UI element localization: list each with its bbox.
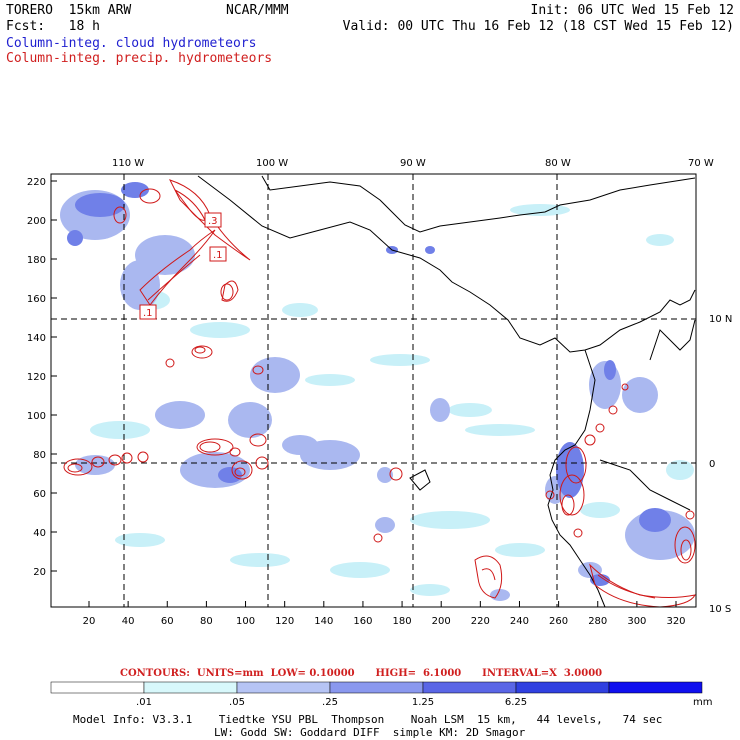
y-tick-label: 100	[27, 411, 46, 422]
y-tick-label: 180	[27, 255, 46, 266]
x-tick-label: 180	[393, 616, 412, 627]
box-label-1: .3	[208, 216, 218, 227]
x-tick-label: 280	[588, 616, 607, 627]
coastline	[197, 175, 696, 608]
x-tick-label: 300	[627, 616, 646, 627]
y-tick-label: 120	[27, 372, 46, 383]
lat-label-10s: 10 S	[709, 604, 731, 615]
colorbar-swatch	[329, 681, 424, 694]
colorbar-tick-label: .05	[229, 697, 245, 708]
x-tick-label: 80	[200, 616, 213, 627]
colorbar-tick-label: .25	[322, 697, 338, 708]
x-tick-label: 60	[161, 616, 174, 627]
colorbar-swatch	[50, 681, 145, 694]
lon-label-90w: 90 W	[400, 158, 426, 169]
y-tick-label: 220	[27, 177, 46, 188]
x-tick-label: 260	[549, 616, 568, 627]
colorbar-swatch	[422, 681, 517, 694]
colorbar-swatch	[608, 681, 703, 694]
lat-label-10n: 10 N	[709, 314, 732, 325]
x-tick-label: 220	[471, 616, 490, 627]
x-tick-label: 320	[666, 616, 685, 627]
valid-time: Valid: 00 UTC Thu 16 Feb 12 (18 CST Wed …	[342, 19, 734, 34]
lon-label-70w: 70 W	[688, 158, 714, 169]
box-label-2: .1	[213, 250, 223, 261]
contour-labels: .3 .1 .1	[139, 212, 227, 320]
lat-label-0: 0	[709, 459, 715, 470]
y-tick-label: 160	[27, 294, 46, 305]
cloud-shading	[60, 182, 695, 601]
map-figure: 110 W 100 W 90 W 80 W 70 W 10 N 0 10 S	[27, 158, 732, 627]
lon-label-100w: 100 W	[256, 158, 288, 169]
y-tick-label: 40	[33, 528, 46, 539]
colorbar-swatch	[143, 681, 238, 694]
x-tick-label: 160	[353, 616, 372, 627]
x-axis: 20 40 60 80 100 120 140 160 180 200 220 240 260 280 30…	[83, 601, 686, 627]
graticule	[51, 174, 696, 607]
box-label-3: .1	[143, 308, 153, 319]
center-name: NCAR/MMM	[226, 3, 289, 18]
contours-info: CONTOURS: UNITS=mm LOW= 0.10000 HIGH= 6.…	[120, 668, 603, 679]
colorbar-tick-label: 6.25	[505, 697, 527, 708]
colorbar-swatch	[236, 681, 331, 694]
init-time: Init: 06 UTC Wed 15 Feb 12	[530, 3, 735, 18]
legend-precip: Column-integ. precip. hydrometeors	[6, 51, 273, 66]
y-tick-label: 60	[33, 489, 46, 500]
y-tick-label: 140	[27, 333, 46, 344]
x-tick-label: 200	[432, 616, 451, 627]
y-axis: 220 200 180 160 140 120 100 80 60 40 20	[27, 177, 57, 578]
model-info-line2: LW: Godd SW: Goddard DIFF simple KM: 2D …	[214, 726, 526, 739]
colorbar-tick-label: 1.25	[412, 697, 434, 708]
colorbar-swatch	[515, 681, 610, 694]
x-tick-label: 100	[236, 616, 255, 627]
colorbar-tick-label: .01	[136, 697, 152, 708]
lon-label-110w: 110 W	[112, 158, 144, 169]
lon-label-80w: 80 W	[545, 158, 571, 169]
x-tick-label: 120	[275, 616, 294, 627]
x-tick-label: 140	[314, 616, 333, 627]
x-tick-label: 40	[122, 616, 135, 627]
y-tick-label: 80	[33, 450, 46, 461]
colorbar-unit: mm	[693, 697, 712, 708]
y-tick-label: 20	[33, 567, 46, 578]
x-tick-label: 20	[83, 616, 96, 627]
precip-contours	[63, 179, 696, 608]
colorbar: .01 .05 .25 1.25 6.25 mm	[50, 681, 712, 708]
x-tick-label: 240	[510, 616, 529, 627]
model-info-line1: Model Info: V3.3.1 Tiedtke YSU PBL Thomp…	[73, 713, 663, 726]
run-title: TORERO 15km ARW	[6, 3, 132, 18]
forecast-hour: Fcst: 18 h	[6, 19, 100, 34]
plot-frame	[50, 173, 697, 608]
legend-cloud: Column-integ. cloud hydrometeors	[6, 36, 257, 51]
y-tick-label: 200	[27, 216, 46, 227]
